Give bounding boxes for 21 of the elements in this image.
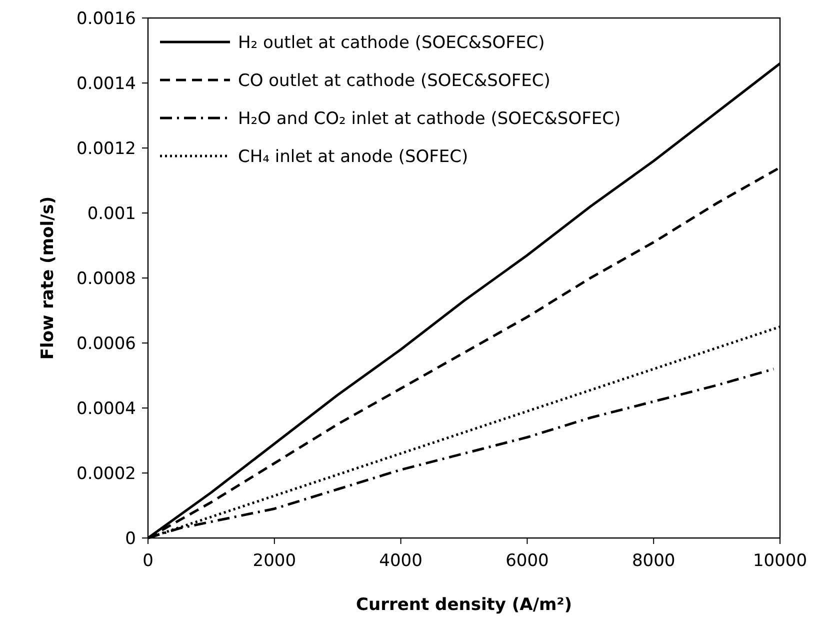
y-tick-label: 0.0004 bbox=[76, 398, 136, 419]
x-tick-label: 0 bbox=[142, 551, 154, 571]
y-tick-label: 0.0006 bbox=[76, 334, 136, 354]
x-tick-label: 10000 bbox=[752, 551, 808, 571]
x-axis-title: Current density (A/m²) bbox=[356, 595, 572, 615]
y-tick-label: 0.0002 bbox=[76, 464, 136, 484]
y-tick-label: 0.0008 bbox=[76, 268, 136, 289]
x-tick-label: 2000 bbox=[252, 551, 296, 571]
legend-label: CH₄ inlet at anode (SOFEC) bbox=[238, 146, 468, 167]
legend-label: CO outlet at cathode (SOEC&SOFEC) bbox=[238, 70, 550, 91]
x-tick-label: 6000 bbox=[506, 551, 549, 571]
y-tick-label: 0 bbox=[125, 528, 136, 549]
x-tick-label: 8000 bbox=[632, 551, 676, 571]
y-tick-label: 0.0014 bbox=[76, 74, 136, 94]
legend-label: H₂ outlet at cathode (SOEC&SOFEC) bbox=[238, 32, 545, 53]
y-tick-label: 0.001 bbox=[87, 204, 136, 224]
legend-label: H₂O and CO₂ inlet at cathode (SOEC&SOFEC) bbox=[238, 108, 621, 129]
x-tick-label: 4000 bbox=[379, 551, 422, 571]
y-tick-label: 0.0016 bbox=[76, 8, 136, 29]
y-axis-title: Flow rate (mol/s) bbox=[38, 196, 58, 360]
y-tick-label: 0.0012 bbox=[76, 138, 136, 159]
